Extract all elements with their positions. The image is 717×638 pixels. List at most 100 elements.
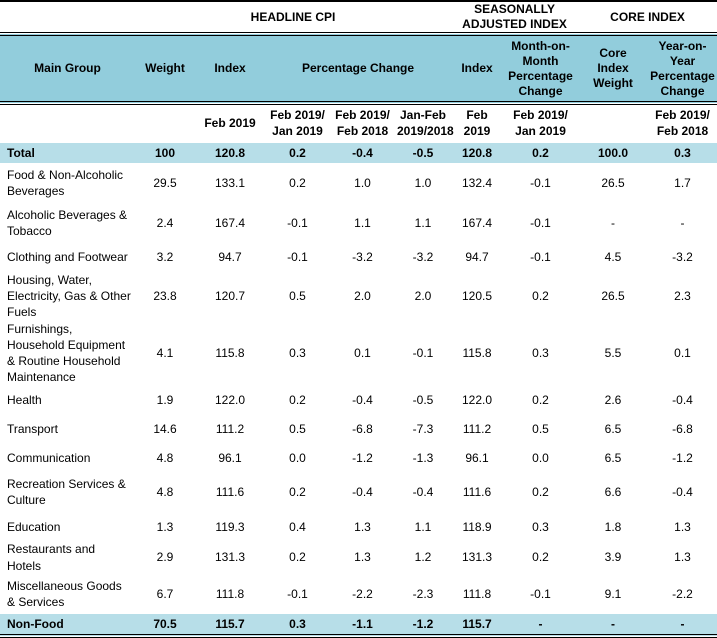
cell-chg-mom: 0.2: [265, 163, 330, 203]
cell-weight: 2.4: [135, 203, 195, 243]
cell-index: 131.3: [195, 541, 265, 574]
cell-core-yoy: 1.3: [648, 512, 717, 542]
sub-header-chg-ytd: Jan-Feb 2019/2018: [395, 103, 454, 143]
cell-weight: 23.8: [135, 272, 195, 321]
cell-sa-chg: 0.2: [503, 541, 579, 574]
table-row: Health 1.9 122.0 0.2 -0.4 -0.5 122.0 0.2…: [0, 385, 717, 415]
cell-sa-chg: -0.1: [503, 203, 579, 243]
cell-chg-mom: 0.4: [265, 512, 330, 542]
cell-chg-ytd: -0.5: [395, 385, 452, 415]
cell-weight: 4.8: [135, 443, 195, 473]
cell-chg-mom: 0.2: [265, 143, 330, 163]
cell-core-yoy: -0.4: [648, 472, 717, 513]
cell-chg-ytd: 1.0: [395, 163, 452, 203]
cell-chg-yoy: -0.4: [330, 472, 395, 513]
table-row: Education 1.3 119.3 0.4 1.3 1.1 118.9 0.…: [0, 512, 717, 542]
row-label: Recreation Services & Culture: [0, 472, 135, 513]
cell-index: 120.8: [195, 143, 265, 163]
row-label: Restaurants and Hotels: [0, 541, 135, 574]
cell-core-weight: 6.5: [578, 414, 649, 444]
cell-index: 119.3: [195, 512, 265, 542]
row-label: Non-Food: [0, 613, 135, 636]
column-header-row: Main Group Weight Index Percentage Chang…: [0, 34, 717, 105]
cell-sa-chg: 0.0: [503, 443, 579, 473]
cell-index: 133.1: [195, 163, 265, 203]
cell-chg-yoy: 1.3: [330, 541, 395, 574]
cell-sa-chg: 0.2: [503, 143, 579, 163]
cell-core-yoy: -: [648, 203, 717, 243]
cell-core-weight: 26.5: [578, 272, 649, 321]
cell-weight: 1.9: [135, 385, 195, 415]
sub-header-chg-yoy: Feb 2019/ Feb 2018: [330, 103, 395, 143]
cell-core-weight: 5.5: [578, 320, 649, 386]
cell-chg-yoy: 1.3: [330, 512, 395, 542]
cell-chg-ytd: 1.2: [395, 541, 452, 574]
table-row: Food & Non-Alcoholic Beverages 29.5 133.…: [0, 163, 717, 203]
cell-index: 120.7: [195, 272, 265, 321]
cell-chg-yoy: -0.4: [330, 143, 395, 163]
cell-chg-mom: 0.3: [265, 613, 330, 636]
cell-core-weight: 4.5: [578, 243, 649, 272]
cell-chg-yoy: 2.0: [330, 272, 395, 321]
cell-sa-index: 118.9: [451, 512, 504, 542]
cell-index: 96.1: [195, 443, 265, 473]
table-row: Restaurants and Hotels 2.9 131.3 0.2 1.3…: [0, 541, 717, 574]
cell-chg-ytd: -2.3: [395, 573, 452, 614]
cell-weight: 29.5: [135, 163, 195, 203]
row-label: Alcoholic Beverages & Tobacco: [0, 203, 135, 243]
cell-sa-index: 120.8: [451, 143, 504, 163]
cell-index: 167.4: [195, 203, 265, 243]
row-label: Communication: [0, 443, 135, 473]
cell-sa-chg: -0.1: [503, 243, 579, 272]
cell-core-yoy: 0.1: [648, 320, 717, 386]
cell-chg-yoy: -6.8: [330, 414, 395, 444]
column-header-weight: Weight: [135, 34, 195, 105]
cell-chg-yoy: 1.1: [330, 203, 395, 243]
cell-sa-chg: 0.2: [503, 385, 579, 415]
cell-weight: 14.6: [135, 414, 195, 444]
column-header-mom-percentage-change: Month-on- Month Percentage Change: [503, 34, 579, 105]
column-header-main-group: Main Group: [0, 34, 135, 105]
cell-chg-mom: 0.2: [265, 541, 330, 574]
cell-index: 115.8: [195, 320, 265, 386]
sub-header-blank: [578, 103, 649, 143]
row-label: Health: [0, 385, 135, 415]
row-label: Education: [0, 512, 135, 542]
row-label: Miscellaneous Goods & Services: [0, 573, 135, 614]
cell-chg-yoy: -2.2: [330, 573, 395, 614]
cell-sa-index: 111.8: [451, 573, 504, 614]
cell-chg-yoy: -1.2: [330, 443, 395, 473]
cell-chg-mom: 0.5: [265, 272, 330, 321]
cell-chg-mom: 0.5: [265, 414, 330, 444]
cell-chg-ytd: 1.1: [395, 512, 452, 542]
cell-index: 94.7: [195, 243, 265, 272]
cell-core-weight: 26.5: [578, 163, 649, 203]
table-row: Furnishings, Household Equipment & Routi…: [0, 320, 717, 386]
cell-chg-mom: 0.2: [265, 385, 330, 415]
column-header-percentage-change: Percentage Change: [265, 34, 452, 105]
cell-chg-yoy: -0.4: [330, 385, 395, 415]
cell-core-weight: 3.9: [578, 541, 649, 574]
row-label: Clothing and Footwear: [0, 243, 135, 272]
cell-chg-mom: -0.1: [265, 203, 330, 243]
table-row: Recreation Services & Culture 4.8 111.6 …: [0, 472, 717, 513]
sub-header-chg-mom: Feb 2019/ Jan 2019: [265, 103, 330, 143]
group-header-headline-cpi: HEADLINE CPI: [135, 1, 452, 36]
cell-sa-index: 131.3: [451, 541, 504, 574]
cell-chg-ytd: 1.1: [395, 203, 452, 243]
group-header-core-index: CORE INDEX: [578, 1, 717, 36]
column-header-yoy-percentage-change: Year-on- Year Percentage Change: [648, 34, 717, 105]
cell-weight: 70.5: [135, 613, 195, 636]
cell-sa-chg: -0.1: [503, 163, 579, 203]
cell-sa-chg: -: [503, 613, 579, 636]
cell-core-weight: 6.6: [578, 472, 649, 513]
row-label: Food & Non-Alcoholic Beverages: [0, 163, 135, 203]
sub-header-blank: [0, 103, 135, 143]
cell-core-weight: 9.1: [578, 573, 649, 614]
cell-index: 111.6: [195, 472, 265, 513]
cell-core-weight: 1.8: [578, 512, 649, 542]
cell-core-yoy: 1.7: [648, 163, 717, 203]
row-label: Housing, Water, Electricity, Gas & Other…: [0, 272, 135, 321]
cell-chg-ytd: -0.5: [395, 143, 452, 163]
